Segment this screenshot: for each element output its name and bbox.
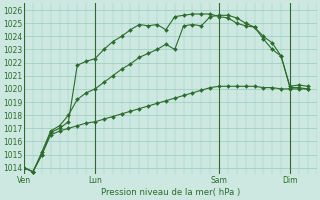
X-axis label: Pression niveau de la mer( hPa ): Pression niveau de la mer( hPa ) [101, 188, 240, 197]
